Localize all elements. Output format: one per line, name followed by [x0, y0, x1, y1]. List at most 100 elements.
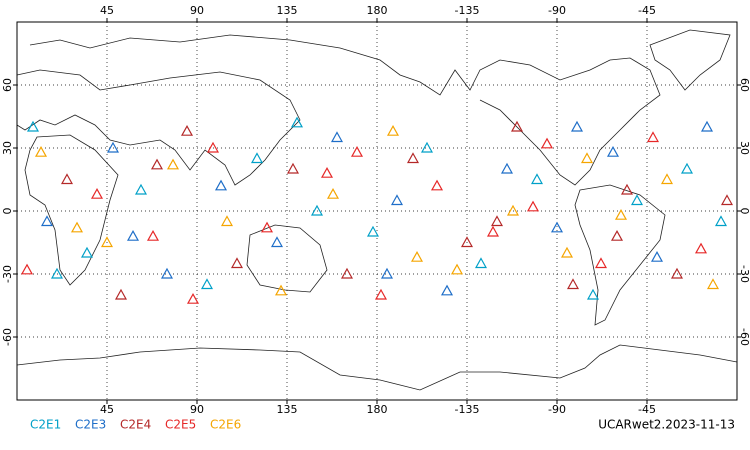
marker — [500, 162, 514, 174]
x-tick-label: -135 — [455, 403, 480, 416]
marker — [80, 246, 94, 258]
marker — [706, 278, 720, 290]
y-tick-label: -30 — [738, 265, 750, 283]
marker — [160, 267, 174, 279]
marker — [206, 141, 220, 153]
marker — [20, 263, 34, 275]
marker — [430, 179, 444, 191]
marker — [440, 284, 454, 296]
x-tick-label: 90 — [190, 4, 204, 17]
marker — [134, 183, 148, 195]
marker — [506, 204, 520, 216]
x-tick-label: 135 — [277, 403, 298, 416]
marker — [274, 284, 288, 296]
marker — [530, 173, 544, 185]
y-tick-label: 60 — [738, 78, 750, 92]
x-tick-label: -45 — [638, 4, 656, 17]
marker — [250, 152, 264, 164]
marker — [390, 194, 404, 206]
x-tick-label: -135 — [455, 4, 480, 17]
marker — [540, 137, 554, 149]
marker — [630, 194, 644, 206]
y-tick-label: 30 — [1, 141, 14, 155]
marker — [186, 292, 200, 304]
marker — [326, 187, 340, 199]
marker — [100, 236, 114, 248]
x-tick-label: 45 — [100, 403, 114, 416]
footer-annotation: UCARwet2.2023-11-13 — [598, 418, 735, 432]
marker — [410, 250, 424, 262]
marker — [166, 158, 180, 170]
y-tick-label: 30 — [738, 141, 750, 155]
x-tick-label: -90 — [548, 4, 566, 17]
marker — [230, 257, 244, 269]
legend-entry: C2E6 — [210, 418, 241, 432]
marker — [646, 131, 660, 143]
marker — [220, 215, 234, 227]
x-tick-label: -90 — [548, 403, 566, 416]
marker — [580, 152, 594, 164]
x-tick-label: 45 — [100, 4, 114, 17]
marker — [474, 257, 488, 269]
marker — [260, 221, 274, 233]
x-tick-label: -45 — [638, 403, 656, 416]
y-tick-label: 0 — [738, 208, 750, 215]
marker — [150, 158, 164, 170]
marker — [60, 173, 74, 185]
marker — [26, 120, 40, 132]
marker — [670, 267, 684, 279]
marker — [330, 131, 344, 143]
marker — [70, 221, 84, 233]
marker — [200, 278, 214, 290]
marker — [420, 141, 434, 153]
marker — [586, 288, 600, 300]
marker — [214, 179, 228, 191]
marker — [560, 246, 574, 258]
marker — [614, 208, 628, 220]
marker — [366, 225, 380, 237]
marker — [526, 200, 540, 212]
marker — [40, 215, 54, 227]
marker — [566, 278, 580, 290]
y-tick-label: 0 — [1, 208, 14, 215]
marker — [146, 229, 160, 241]
marker — [270, 236, 284, 248]
marker — [320, 166, 334, 178]
marker — [620, 183, 634, 195]
marker — [680, 162, 694, 174]
coastlines — [16, 29, 738, 391]
marker — [650, 250, 664, 262]
marker — [610, 229, 624, 241]
marker — [310, 204, 324, 216]
legend-entry: C2E1 — [30, 418, 61, 432]
legend-entry: C2E3 — [75, 418, 106, 432]
x-tick-label: 180 — [367, 4, 388, 17]
marker — [340, 267, 354, 279]
legend-entry: C2E4 — [120, 418, 151, 432]
marker — [114, 288, 128, 300]
marker — [50, 267, 64, 279]
marker — [460, 236, 474, 248]
marker — [550, 221, 564, 233]
x-tick-label: 135 — [277, 4, 298, 17]
y-tick-label: 60 — [1, 78, 14, 92]
marker — [180, 124, 194, 136]
marker — [450, 263, 464, 275]
marker — [570, 120, 584, 132]
x-tick-label: 180 — [367, 403, 388, 416]
marker — [34, 145, 48, 157]
marker — [126, 229, 140, 241]
legend-entry: C2E5 — [165, 418, 196, 432]
x-tick-label: 90 — [190, 403, 204, 416]
y-tick-label: -30 — [1, 265, 14, 283]
marker — [286, 162, 300, 174]
marker — [694, 242, 708, 254]
marker — [606, 145, 620, 157]
marker — [486, 225, 500, 237]
marker — [290, 116, 304, 128]
marker — [594, 257, 608, 269]
y-tick-label: -60 — [738, 328, 750, 346]
marker — [510, 120, 524, 132]
